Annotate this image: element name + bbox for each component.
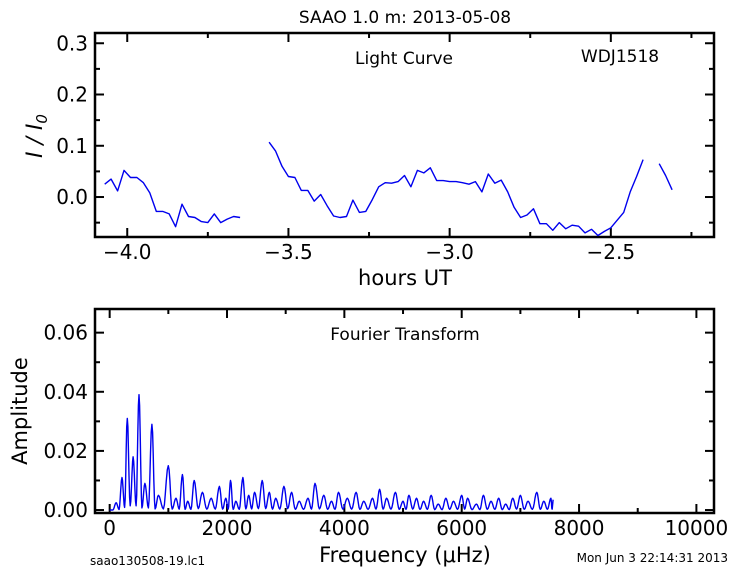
light-curve-y-tick-label: 0.2 (56, 83, 88, 107)
fourier-y-tick-label: 0.02 (43, 439, 88, 463)
light-curve-x-tick-label: −3.5 (264, 240, 313, 264)
fourier-y-tick-label: 0.00 (43, 498, 88, 522)
fourier-series (109, 394, 554, 511)
footer-filename: saao130508-19.lc1 (90, 554, 205, 568)
light-curve-ticks (95, 33, 714, 237)
light-curve-title: Light Curve (355, 49, 453, 69)
light-curve-segment (658, 163, 673, 191)
light-curve-x-tick-label: −3.0 (425, 240, 474, 264)
fourier-x-tick-label: 8000 (554, 516, 605, 540)
light-curve-x-tick-labels: −4.0 −3.5 −3.0 −2.5 (103, 240, 635, 264)
fourier-spectrum-line (109, 394, 554, 511)
fourier-x-tick-label: 4000 (319, 516, 370, 540)
fourier-frame (93, 307, 716, 515)
fourier-x-tick-labels: 0 2000 4000 6000 8000 10000 (103, 516, 728, 540)
light-curve-segment (268, 141, 644, 237)
fourier-x-axis-label: Frequency (μHz) (319, 543, 491, 567)
light-curve-frame (93, 31, 716, 239)
light-curve-panel: −4.0 −3.5 −3.0 −2.5 0.0 0.1 0.2 0.3 Light Curv… (23, 31, 716, 290)
fourier-x-tick-label: 0 (103, 516, 116, 540)
fourier-y-tick-labels: 0.00 0.02 0.04 0.06 (43, 321, 88, 522)
fourier-ticks (95, 309, 714, 513)
fourier-x-tick-label: 6000 (436, 516, 487, 540)
fourier-x-tick-label: 2000 (202, 516, 253, 540)
light-curve-y-tick-label: 0.0 (56, 185, 88, 209)
light-curve-y-tick-label: 0.3 (56, 31, 88, 55)
light-curve-y-axis-label: I / I0 (23, 114, 51, 158)
fourier-title: Fourier Transform (330, 325, 479, 345)
footer-timestamp: Mon Jun 3 22:14:31 2013 (577, 551, 728, 565)
light-curve-x-axis-label: hours UT (358, 266, 452, 290)
fourier-y-tick-label: 0.06 (43, 321, 88, 345)
figure-title: SAAO 1.0 m: 2013-05-08 (299, 8, 511, 28)
fourier-panel: 0 2000 4000 6000 8000 10000 0.000.020.040.06 … (8, 307, 728, 567)
light-curve-segment (104, 169, 241, 228)
light-curve-x-tick-label: −4.0 (103, 240, 152, 264)
light-curve-y-tick-label: 0.1 (56, 134, 88, 158)
light-curve-star-label: WDJ1518 (581, 47, 659, 67)
light-curve-series (104, 141, 673, 237)
fourier-y-axis-label: Amplitude (8, 357, 32, 465)
fourier-y-tick-label: 0.04 (43, 380, 88, 404)
light-curve-x-tick-label: −2.5 (587, 240, 636, 264)
light-curve-y-tick-labels: 0.0 0.1 0.2 0.3 (56, 31, 88, 209)
fourier-x-tick-label: 10000 (665, 516, 729, 540)
